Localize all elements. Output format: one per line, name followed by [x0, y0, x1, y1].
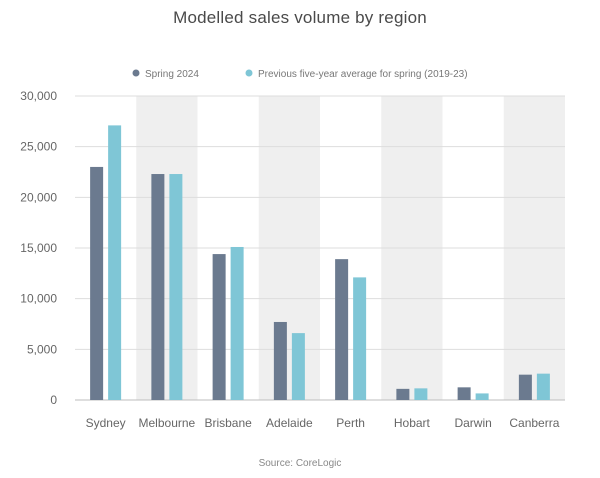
- x-tick-label: Adelaide: [266, 416, 313, 430]
- legend-marker: [132, 69, 140, 77]
- y-tick-label: 10,000: [20, 292, 57, 306]
- bar-five-year-average: [353, 277, 367, 400]
- chart-source: Source: CoreLogic: [258, 458, 342, 469]
- x-tick-label: Darwin: [454, 416, 491, 430]
- bar-spring-2024: [90, 166, 104, 400]
- bar-spring-2024: [151, 174, 165, 400]
- bar-spring-2024: [518, 374, 532, 400]
- y-tick-label: 20,000: [20, 190, 57, 204]
- bar-five-year-average: [108, 125, 122, 401]
- y-tick-label: 5,000: [27, 342, 57, 356]
- bar-five-year-average: [475, 393, 489, 400]
- legend-marker: [245, 69, 253, 77]
- bar-five-year-average: [291, 333, 305, 400]
- chart-title: Modelled sales volume by region: [173, 8, 427, 27]
- legend-label: Spring 2024: [145, 69, 199, 80]
- bar-spring-2024: [457, 387, 471, 400]
- bar-spring-2024: [396, 388, 410, 400]
- x-tick-label: Canberra: [509, 416, 559, 430]
- x-tick-label: Sydney: [86, 416, 126, 430]
- x-tick-label: Hobart: [394, 416, 431, 430]
- bar-spring-2024: [212, 254, 226, 400]
- y-tick-label: 0: [50, 393, 57, 407]
- bar-five-year-average: [169, 174, 183, 400]
- bar-spring-2024: [273, 321, 287, 400]
- legend-label: Previous five-year average for spring (2…: [258, 69, 468, 80]
- y-tick-label: 15,000: [20, 241, 57, 255]
- y-tick-label: 25,000: [20, 140, 57, 154]
- bar-five-year-average: [414, 388, 428, 400]
- x-tick-label: Brisbane: [204, 416, 252, 430]
- x-tick-label: Perth: [336, 416, 365, 430]
- y-tick-label: 30,000: [20, 89, 57, 103]
- x-tick-label: Melbourne: [139, 416, 196, 430]
- bar-spring-2024: [335, 259, 349, 400]
- bar-five-year-average: [230, 246, 244, 400]
- bar-five-year-average: [536, 373, 550, 400]
